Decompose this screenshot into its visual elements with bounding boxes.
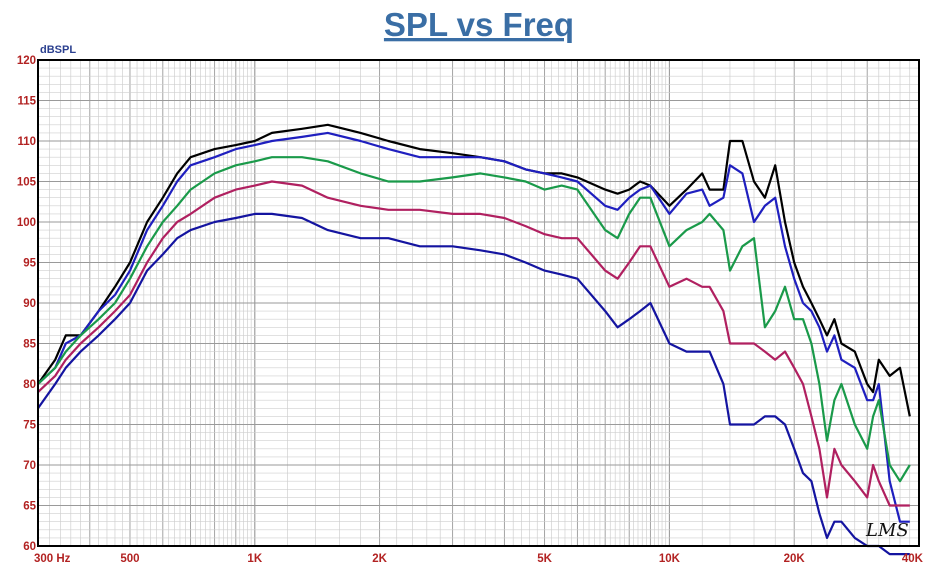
grid — [37, 59, 920, 547]
y-tick-label: 90 — [23, 298, 36, 310]
x-tick-label: 5K — [537, 553, 552, 565]
y-tick-label: 65 — [23, 501, 36, 513]
y-tick-label: 100 — [17, 217, 36, 229]
series-line-2 — [37, 131, 910, 523]
x-tick-label: 1K — [247, 553, 262, 565]
series-line-3 — [37, 156, 911, 483]
y-tick-labels: 60 65 70 75 80 85 90 95 100 105 110 115 120 — [17, 55, 37, 553]
series-line-4 — [37, 180, 910, 507]
y-tick-label: 80 — [23, 379, 36, 391]
y-tick-label: 115 — [17, 96, 36, 108]
x-tick-label: 40K — [902, 553, 924, 565]
x-tick-label: 2K — [372, 553, 387, 565]
series-line-5 — [37, 212, 910, 556]
plot-frame — [37, 59, 920, 547]
y-tick-label: 60 — [23, 541, 36, 553]
y-axis-unit-label: dBSPL — [40, 44, 76, 56]
y-tick-label: 110 — [17, 136, 36, 148]
series-lines — [37, 123, 911, 556]
y-tick-label: 120 — [17, 55, 36, 67]
x-tick-label: 300 Hz — [34, 553, 71, 565]
x-tick-labels: 300 Hz 500 1K 2K 5K 10K 20K 40K — [34, 553, 924, 565]
y-tick-label: 75 — [23, 420, 36, 432]
y-tick-label: 85 — [23, 339, 36, 351]
chart-title: SPL vs Freq — [384, 6, 574, 43]
series-line-1 — [37, 123, 911, 417]
x-tick-label: 20K — [784, 553, 806, 565]
x-tick-label: 10K — [659, 553, 681, 565]
y-tick-label: 105 — [17, 177, 37, 189]
y-tick-label: 95 — [23, 258, 36, 270]
y-tick-label: 70 — [23, 460, 36, 472]
watermark-annotation: LMS — [865, 520, 909, 541]
x-tick-label: 500 — [120, 553, 139, 565]
